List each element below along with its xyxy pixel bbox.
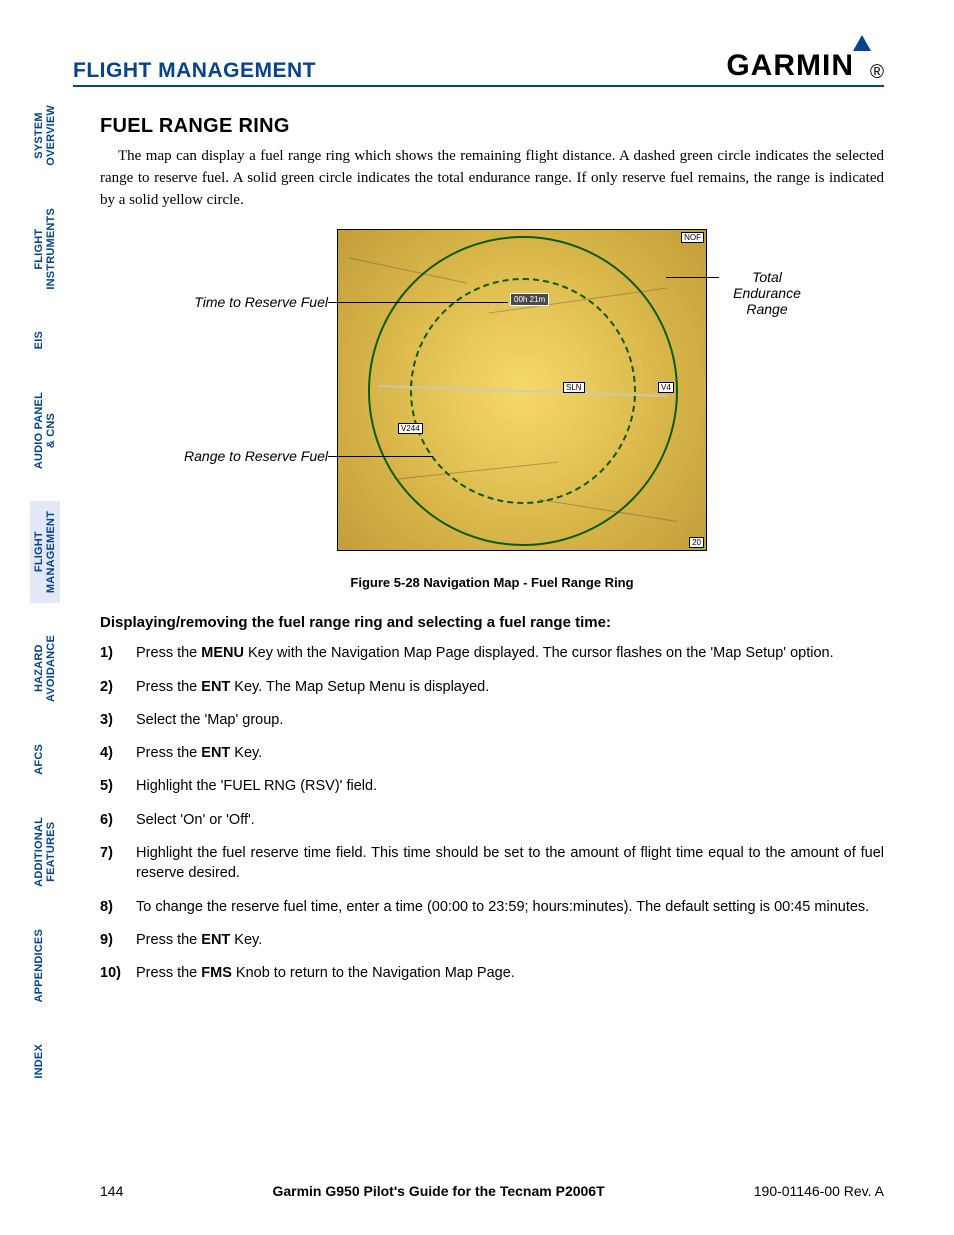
procedure-step-2: Press the ENT Key. The Map Setup Menu is…	[100, 677, 884, 697]
logo-text: GARMIN	[726, 49, 854, 83]
procedure-step-3: Select the 'Map' group.	[100, 710, 884, 730]
section-body: The map can display a fuel range ring wh…	[100, 146, 884, 211]
sidebar-tab-2[interactable]: EIS	[30, 321, 60, 359]
ann-line	[666, 277, 719, 278]
page-header: FLIGHT MANAGEMENT GARMIN ®	[73, 35, 884, 87]
procedure-step-6: Select 'On' or 'Off'.	[100, 810, 884, 830]
figure-caption: Figure 5-28 Navigation Map - Fuel Range …	[100, 575, 884, 590]
sidebar-tab-5[interactable]: HAZARD AVOIDANCE	[30, 625, 60, 712]
sidebar-nav: SYSTEM OVERVIEW FLIGHT INSTRUMENTS EIS AUDI…	[30, 95, 60, 1089]
section-title: FUEL RANGE RING	[100, 115, 884, 138]
garmin-delta-icon	[853, 35, 871, 65]
sidebar-tab-1[interactable]: FLIGHT INSTRUMENTS	[30, 198, 60, 300]
map-wrapper: 00h 21m SLN V4 V244 NOF 20 Total Enduran…	[167, 229, 817, 564]
page-number: 144	[100, 1183, 123, 1199]
header-title: FLIGHT MANAGEMENT	[73, 59, 316, 83]
procedure-steps: Press the MENU Key with the Navigation M…	[100, 643, 884, 983]
sidebar-tab-8[interactable]: APPENDICES	[30, 919, 60, 1013]
ann-line	[328, 456, 433, 457]
procedure-step-5: Highlight the 'FUEL RNG (RSV)' field.	[100, 776, 884, 796]
doc-revision: 190-01146-00 Rev. A	[754, 1183, 884, 1199]
sidebar-tab-6[interactable]: AFCS	[30, 734, 60, 785]
sidebar-tab-0[interactable]: SYSTEM OVERVIEW	[30, 95, 60, 176]
procedure-title: Displaying/removing the fuel range ring …	[100, 614, 884, 631]
ann-time-reserve: Time to Reserve Fuel	[182, 294, 328, 310]
guide-title: Garmin G950 Pilot's Guide for the Tecnam…	[272, 1183, 604, 1199]
procedure-step-9: Press the ENT Key.	[100, 930, 884, 950]
figure-container: 00h 21m SLN V4 V244 NOF 20 Total Enduran…	[100, 229, 884, 590]
ann-line	[328, 302, 508, 303]
procedure-step-1: Press the MENU Key with the Navigation M…	[100, 643, 884, 663]
sidebar-tab-9[interactable]: INDEX	[30, 1034, 60, 1089]
sidebar-tab-3[interactable]: AUDIO PANEL & CNS	[30, 382, 60, 479]
procedure-step-8: To change the reserve fuel time, enter a…	[100, 897, 884, 917]
ann-total-endurance: Total Endurance Range	[717, 269, 817, 317]
procedure-step-7: Highlight the fuel reserve time field. T…	[100, 843, 884, 884]
garmin-logo: GARMIN ®	[726, 35, 884, 83]
sidebar-tab-7[interactable]: ADDITIONAL FEATURES	[30, 807, 60, 897]
procedure-step-10: Press the FMS Knob to return to the Navi…	[100, 963, 884, 983]
ann-range-reserve: Range to Reserve Fuel	[167, 448, 328, 464]
navigation-map-image: 00h 21m SLN V4 V244 NOF 20	[337, 229, 707, 551]
sidebar-tab-4[interactable]: FLIGHT MANAGEMENT	[30, 501, 60, 603]
page-content: FUEL RANGE RING The map can display a fu…	[100, 115, 884, 984]
procedure-step-4: Press the ENT Key.	[100, 743, 884, 763]
page-footer: 144 Garmin G950 Pilot's Guide for the Te…	[100, 1183, 884, 1199]
